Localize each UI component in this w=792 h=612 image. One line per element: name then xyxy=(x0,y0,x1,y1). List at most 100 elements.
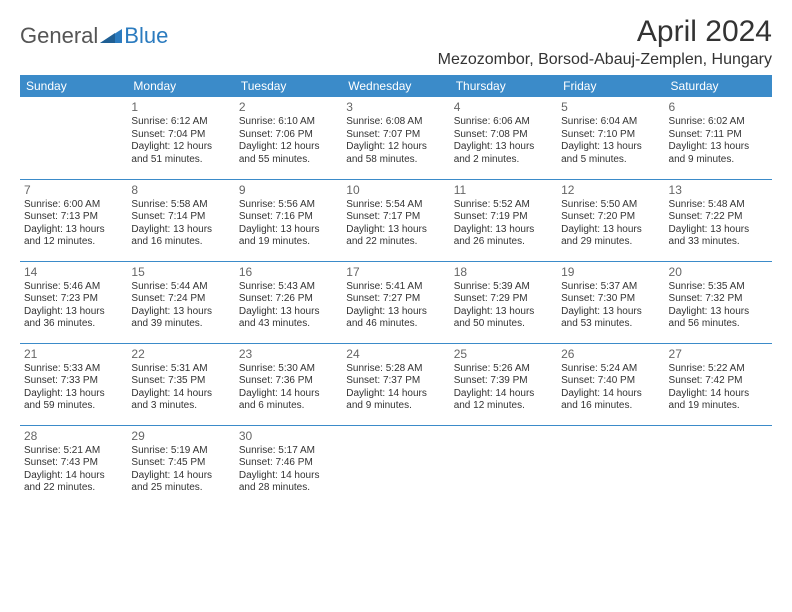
calendar-cell: 11Sunrise: 5:52 AMSunset: 7:19 PMDayligh… xyxy=(450,179,557,261)
day-number: 26 xyxy=(561,347,660,362)
sunset-text: Sunset: 7:37 PM xyxy=(346,375,445,388)
title-block: April 2024 Mezozombor, Borsod-Abauj-Zemp… xyxy=(438,15,772,69)
day-number: 23 xyxy=(239,347,338,362)
sunrise-text: Sunrise: 5:21 AM xyxy=(24,445,123,458)
sunset-text: Sunset: 7:19 PM xyxy=(454,211,553,224)
logo-text-general: General xyxy=(20,23,98,49)
day-number: 24 xyxy=(346,347,445,362)
header: General Blue April 2024 Mezozombor, Bors… xyxy=(20,15,772,69)
sunrise-text: Sunrise: 5:22 AM xyxy=(669,363,768,376)
sunset-text: Sunset: 7:40 PM xyxy=(561,375,660,388)
sunset-text: Sunset: 7:43 PM xyxy=(24,457,123,470)
page-title: April 2024 xyxy=(438,15,772,49)
daylight-text: Daylight: 14 hours and 19 minutes. xyxy=(669,388,768,413)
daylight-text: Daylight: 13 hours and 2 minutes. xyxy=(454,141,553,166)
day-number: 1 xyxy=(131,100,230,115)
sunset-text: Sunset: 7:04 PM xyxy=(131,129,230,142)
day-number: 3 xyxy=(346,100,445,115)
sunrise-text: Sunrise: 5:26 AM xyxy=(454,363,553,376)
logo-text-blue: Blue xyxy=(124,23,168,49)
calendar-row: 14Sunrise: 5:46 AMSunset: 7:23 PMDayligh… xyxy=(20,261,772,343)
day-number: 14 xyxy=(24,265,123,280)
daylight-text: Daylight: 13 hours and 46 minutes. xyxy=(346,306,445,331)
calendar-cell: 17Sunrise: 5:41 AMSunset: 7:27 PMDayligh… xyxy=(342,261,449,343)
day-number: 2 xyxy=(239,100,338,115)
sunrise-text: Sunrise: 5:37 AM xyxy=(561,281,660,294)
calendar-cell: 25Sunrise: 5:26 AMSunset: 7:39 PMDayligh… xyxy=(450,343,557,425)
calendar-row: 7Sunrise: 6:00 AMSunset: 7:13 PMDaylight… xyxy=(20,179,772,261)
calendar-cell: 4Sunrise: 6:06 AMSunset: 7:08 PMDaylight… xyxy=(450,97,557,179)
col-friday: Friday xyxy=(557,75,664,97)
calendar-cell: 13Sunrise: 5:48 AMSunset: 7:22 PMDayligh… xyxy=(665,179,772,261)
daylight-text: Daylight: 13 hours and 53 minutes. xyxy=(561,306,660,331)
logo-triangle-icon xyxy=(100,25,122,48)
calendar-cell: 12Sunrise: 5:50 AMSunset: 7:20 PMDayligh… xyxy=(557,179,664,261)
day-number: 15 xyxy=(131,265,230,280)
sunrise-text: Sunrise: 6:10 AM xyxy=(239,116,338,129)
day-number: 27 xyxy=(669,347,768,362)
calendar-cell: 6Sunrise: 6:02 AMSunset: 7:11 PMDaylight… xyxy=(665,97,772,179)
calendar-cell xyxy=(665,425,772,507)
col-thursday: Thursday xyxy=(450,75,557,97)
sunset-text: Sunset: 7:06 PM xyxy=(239,129,338,142)
day-number: 20 xyxy=(669,265,768,280)
daylight-text: Daylight: 14 hours and 28 minutes. xyxy=(239,470,338,495)
day-number: 4 xyxy=(454,100,553,115)
day-number: 28 xyxy=(24,429,123,444)
sunset-text: Sunset: 7:10 PM xyxy=(561,129,660,142)
calendar-cell: 21Sunrise: 5:33 AMSunset: 7:33 PMDayligh… xyxy=(20,343,127,425)
sunset-text: Sunset: 7:33 PM xyxy=(24,375,123,388)
col-tuesday: Tuesday xyxy=(235,75,342,97)
daylight-text: Daylight: 13 hours and 22 minutes. xyxy=(346,224,445,249)
sunset-text: Sunset: 7:42 PM xyxy=(669,375,768,388)
day-number: 25 xyxy=(454,347,553,362)
daylight-text: Daylight: 12 hours and 55 minutes. xyxy=(239,141,338,166)
calendar-cell: 9Sunrise: 5:56 AMSunset: 7:16 PMDaylight… xyxy=(235,179,342,261)
calendar-cell: 19Sunrise: 5:37 AMSunset: 7:30 PMDayligh… xyxy=(557,261,664,343)
sunrise-text: Sunrise: 5:41 AM xyxy=(346,281,445,294)
calendar-table: Sunday Monday Tuesday Wednesday Thursday… xyxy=(20,75,772,507)
daylight-text: Daylight: 14 hours and 9 minutes. xyxy=(346,388,445,413)
day-number: 10 xyxy=(346,183,445,198)
calendar-cell: 28Sunrise: 5:21 AMSunset: 7:43 PMDayligh… xyxy=(20,425,127,507)
day-number: 9 xyxy=(239,183,338,198)
calendar-cell: 20Sunrise: 5:35 AMSunset: 7:32 PMDayligh… xyxy=(665,261,772,343)
day-number: 12 xyxy=(561,183,660,198)
calendar-cell: 18Sunrise: 5:39 AMSunset: 7:29 PMDayligh… xyxy=(450,261,557,343)
sunset-text: Sunset: 7:13 PM xyxy=(24,211,123,224)
sunrise-text: Sunrise: 5:30 AM xyxy=(239,363,338,376)
calendar-cell xyxy=(20,97,127,179)
daylight-text: Daylight: 13 hours and 26 minutes. xyxy=(454,224,553,249)
calendar-row: 1Sunrise: 6:12 AMSunset: 7:04 PMDaylight… xyxy=(20,97,772,179)
daylight-text: Daylight: 14 hours and 6 minutes. xyxy=(239,388,338,413)
location-text: Mezozombor, Borsod-Abauj-Zemplen, Hungar… xyxy=(438,51,772,69)
day-number: 21 xyxy=(24,347,123,362)
daylight-text: Daylight: 13 hours and 12 minutes. xyxy=(24,224,123,249)
calendar-cell: 29Sunrise: 5:19 AMSunset: 7:45 PMDayligh… xyxy=(127,425,234,507)
day-number: 7 xyxy=(24,183,123,198)
sunrise-text: Sunrise: 5:54 AM xyxy=(346,199,445,212)
sunset-text: Sunset: 7:29 PM xyxy=(454,293,553,306)
day-number: 5 xyxy=(561,100,660,115)
sunrise-text: Sunrise: 6:08 AM xyxy=(346,116,445,129)
sunrise-text: Sunrise: 5:44 AM xyxy=(131,281,230,294)
daylight-text: Daylight: 13 hours and 56 minutes. xyxy=(669,306,768,331)
sunrise-text: Sunrise: 5:50 AM xyxy=(561,199,660,212)
daylight-text: Daylight: 14 hours and 12 minutes. xyxy=(454,388,553,413)
daylight-text: Daylight: 14 hours and 22 minutes. xyxy=(24,470,123,495)
calendar-cell: 27Sunrise: 5:22 AMSunset: 7:42 PMDayligh… xyxy=(665,343,772,425)
day-number: 8 xyxy=(131,183,230,198)
sunset-text: Sunset: 7:08 PM xyxy=(454,129,553,142)
sunset-text: Sunset: 7:14 PM xyxy=(131,211,230,224)
sunset-text: Sunset: 7:39 PM xyxy=(454,375,553,388)
logo: General Blue xyxy=(20,15,168,49)
calendar-header-row: Sunday Monday Tuesday Wednesday Thursday… xyxy=(20,75,772,97)
sunrise-text: Sunrise: 5:48 AM xyxy=(669,199,768,212)
sunset-text: Sunset: 7:46 PM xyxy=(239,457,338,470)
daylight-text: Daylight: 13 hours and 50 minutes. xyxy=(454,306,553,331)
sunset-text: Sunset: 7:24 PM xyxy=(131,293,230,306)
sunrise-text: Sunrise: 5:28 AM xyxy=(346,363,445,376)
day-number: 6 xyxy=(669,100,768,115)
sunrise-text: Sunrise: 5:19 AM xyxy=(131,445,230,458)
calendar-cell: 24Sunrise: 5:28 AMSunset: 7:37 PMDayligh… xyxy=(342,343,449,425)
